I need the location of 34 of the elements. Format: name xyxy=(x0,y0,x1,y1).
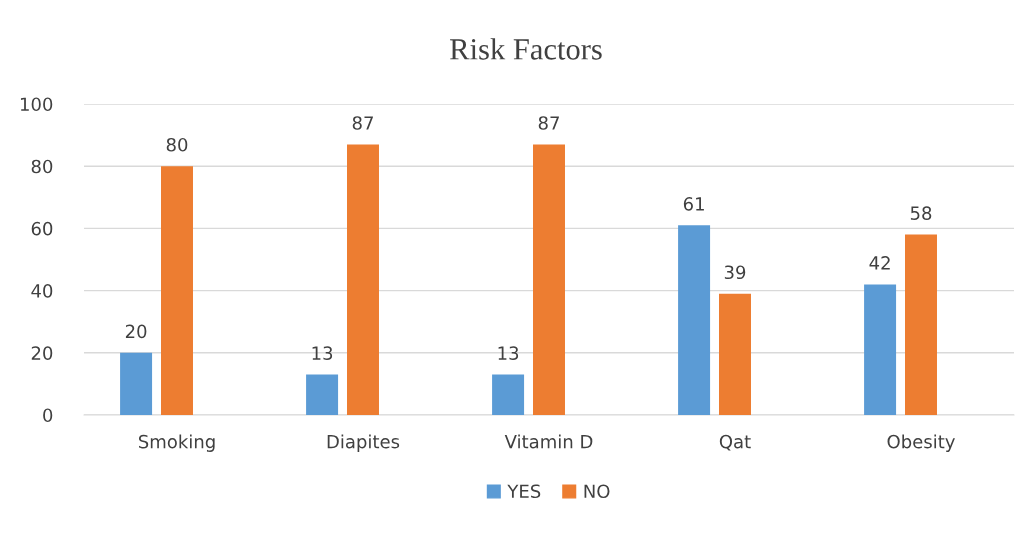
legend-label: YES xyxy=(507,484,541,499)
data-label: 61 xyxy=(683,197,704,211)
bar xyxy=(306,374,339,415)
x-tick-label: Qat xyxy=(719,434,751,451)
data-label: 13 xyxy=(498,346,519,360)
bar xyxy=(120,352,153,415)
data-label: 80 xyxy=(166,137,188,152)
y-tick-label: 40 xyxy=(31,284,53,298)
bar xyxy=(492,374,525,415)
x-tick-label: Vitamin D xyxy=(504,434,593,449)
bar xyxy=(905,234,937,415)
bar xyxy=(678,225,711,415)
x-tick-label: Smoking xyxy=(138,434,215,452)
y-tick-label: 100 xyxy=(20,97,53,112)
x-tick-label: Diapites xyxy=(327,434,400,452)
y-tick-label: 80 xyxy=(31,159,53,174)
data-label: 42 xyxy=(869,256,890,270)
bar xyxy=(161,166,193,415)
y-tick-label: 60 xyxy=(31,221,53,236)
bar xyxy=(719,293,751,415)
y-tick-label: 20 xyxy=(31,346,53,360)
data-label: 87 xyxy=(352,116,373,130)
y-tick-label: 0 xyxy=(43,408,53,423)
bar xyxy=(864,284,897,415)
bar xyxy=(347,144,379,415)
data-label: 39 xyxy=(724,265,746,280)
data-label: 87 xyxy=(538,116,559,130)
data-label: 13 xyxy=(312,346,333,360)
chart-title: Risk Factors xyxy=(450,38,602,60)
x-tick-label: Obesity xyxy=(887,434,955,452)
data-label: 20 xyxy=(125,324,147,339)
legend-label: NO xyxy=(584,484,610,499)
bar xyxy=(533,144,565,415)
data-label: 58 xyxy=(910,206,932,221)
